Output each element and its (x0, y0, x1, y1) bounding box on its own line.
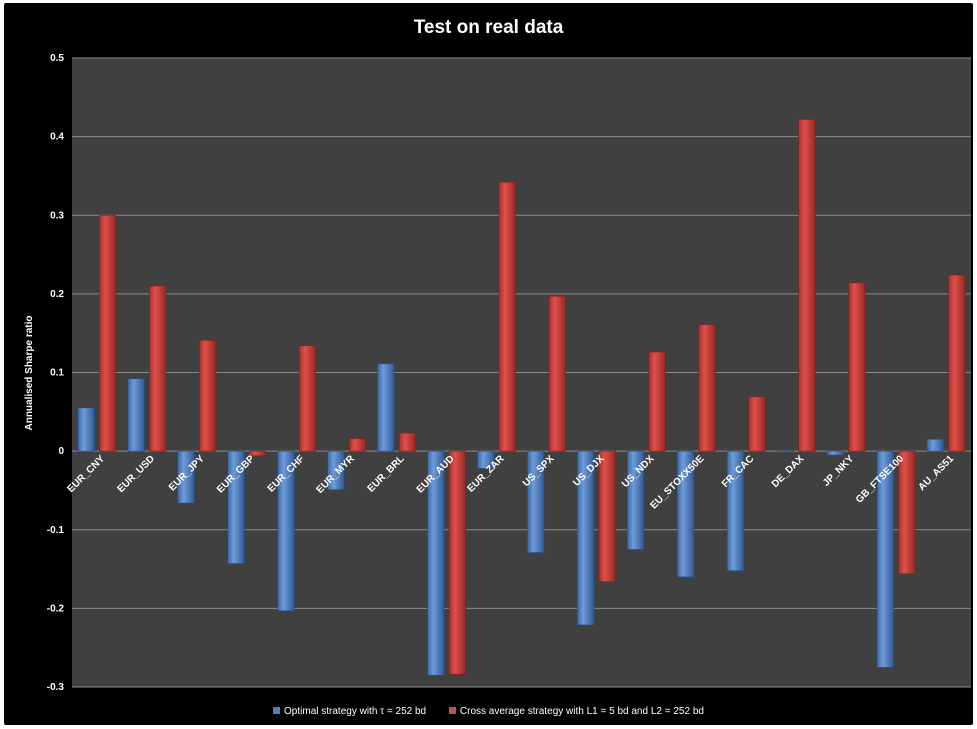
bar-optimal-us-spx (527, 450, 545, 553)
bar-optimal-us-djx (577, 450, 595, 626)
bar-cross-average-eur-jpy (199, 339, 217, 452)
bar-optimal-eur-usd (127, 378, 145, 452)
bar-optimal-de-dax (776, 450, 794, 453)
bar-optimal-eur-brl (377, 363, 395, 452)
bar-cross-average-us-ndx (648, 351, 666, 452)
bar-cross-average-gb-ftse100 (898, 450, 916, 575)
chart-title: Test on real data (413, 17, 564, 38)
legend-item-series-2: Cross average strategy with L1 = 5 bd an… (448, 706, 704, 717)
y-tick-label: 0.4 (50, 132, 64, 143)
bar-optimal-jp-nky (826, 450, 844, 456)
bar-cross-average-eur-gbp (249, 450, 267, 457)
chart-frame: Test on real data -0.3 -0.2 -0.1 0 0.1 0.2 0.3… (4, 3, 973, 725)
bar-optimal-eur-jpy (177, 450, 195, 504)
bar-cross-average-de-dax (798, 119, 816, 452)
bar-cross-average-us-djx (598, 450, 616, 582)
bar-optimal-eu-stoxx50e (677, 450, 695, 578)
bar-cross-average-us-spx (548, 295, 566, 452)
bar-cross-average-eur-chf (298, 345, 317, 452)
bar-cross-average-eur-brl (398, 432, 416, 452)
bar-optimal-eur-gbp (227, 450, 245, 564)
y-axis-title: Annualised Sharpe ratio (24, 315, 35, 430)
legend-swatch-blue (273, 707, 281, 714)
bar-optimal-gb-ftse100 (876, 450, 894, 668)
bar-cross-average-eur-cny (99, 214, 117, 452)
gridlines (72, 57, 971, 688)
bar-optimal-eur-chf (277, 450, 295, 612)
y-tick-label: -0.2 (47, 603, 65, 614)
legend: Optimal strategy with τ = 252 bd Cross a… (4, 706, 973, 717)
bar-optimal-eur-zar (477, 450, 495, 469)
bar-cross-average-fr-cac (748, 396, 766, 452)
legend-swatch-red (448, 707, 456, 714)
legend-label-series-2: Cross average strategy with L1 = 5 bd an… (459, 706, 704, 717)
legend-item-series-1: Optimal strategy with τ = 252 bd (273, 706, 426, 717)
y-tick-label: 0.1 (50, 368, 64, 379)
bar-cross-average-jp-nky (848, 282, 866, 452)
y-tick-label: 0.3 (50, 210, 64, 221)
bar-optimal-eur-myr (327, 450, 345, 490)
bar-optimal-us-ndx (627, 450, 645, 550)
bar-cross-average-eur-usd (149, 285, 167, 452)
bar-cross-average-eur-aud (448, 450, 466, 675)
y-tick-label: -0.1 (47, 525, 65, 536)
legend-label-series-1: Optimal strategy with τ = 252 bd (284, 706, 427, 717)
bar-optimal-fr-cac (726, 450, 745, 571)
bar-optimal-eur-cny (77, 407, 95, 452)
y-tick-label: 0.2 (50, 289, 64, 300)
y-tick-label: 0.5 (50, 53, 64, 64)
bar-optimal-eur-aud (427, 450, 445, 676)
bar-cross-average-au-as51 (948, 274, 966, 452)
y-tick-label: -0.3 (47, 682, 65, 693)
y-tick-label: 0 (58, 446, 64, 457)
bar-cross-average-eu-stoxx50e (698, 324, 716, 452)
bar-cross-average-eur-myr (348, 438, 366, 452)
bar-optimal-au-as51 (926, 439, 944, 452)
bars (77, 119, 966, 676)
bar-cross-average-eur-zar (498, 181, 516, 452)
